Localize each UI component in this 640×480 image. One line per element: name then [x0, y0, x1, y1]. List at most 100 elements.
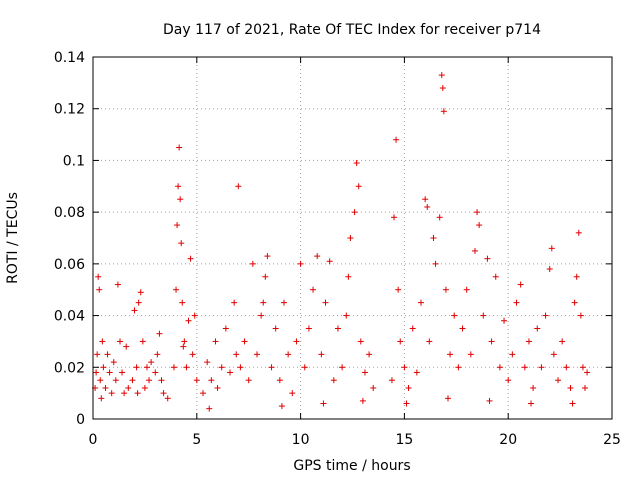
data-point	[96, 286, 103, 293]
data-point	[548, 245, 555, 252]
y-axis-label: ROTI / TECUs	[5, 192, 21, 284]
data-point	[436, 214, 443, 221]
data-point	[397, 338, 404, 345]
data-point	[254, 351, 261, 358]
data-point	[125, 384, 132, 391]
chart-title: Day 117 of 2021, Rate Of TEC Index for r…	[163, 22, 541, 38]
data-point	[176, 144, 183, 151]
data-point	[233, 351, 240, 358]
data-point	[137, 289, 144, 296]
data-point	[104, 351, 111, 358]
data-point	[353, 160, 360, 167]
data-point	[187, 255, 194, 262]
data-point	[318, 351, 325, 358]
data-point	[160, 390, 167, 397]
data-point	[93, 369, 100, 376]
data-point	[208, 377, 215, 384]
data-point	[577, 312, 584, 319]
data-point	[173, 286, 180, 293]
data-point	[339, 364, 346, 371]
y-tick-label: 0.12	[54, 102, 85, 118]
data-point	[388, 377, 395, 384]
data-point	[413, 369, 420, 376]
data-point	[447, 351, 454, 358]
data-point	[326, 258, 333, 265]
data-point	[542, 312, 549, 319]
data-point	[222, 325, 229, 332]
data-point	[538, 364, 545, 371]
x-tick-label: 25	[603, 432, 621, 448]
data-point	[212, 338, 219, 345]
x-tick-label: 20	[499, 432, 517, 448]
data-point	[438, 72, 445, 79]
data-point	[525, 338, 532, 345]
data-point	[260, 299, 267, 306]
data-point	[370, 384, 377, 391]
data-point	[439, 85, 446, 92]
data-point	[442, 286, 449, 293]
data-point	[569, 400, 576, 407]
data-point	[579, 364, 586, 371]
data-point	[204, 359, 211, 366]
data-point	[471, 247, 478, 254]
data-point	[206, 405, 213, 412]
data-point	[567, 384, 574, 391]
y-tick-label: 0.06	[54, 257, 85, 273]
data-point	[550, 351, 557, 358]
data-point	[272, 325, 279, 332]
data-point	[334, 325, 341, 332]
data-point	[177, 196, 184, 203]
data-point	[102, 384, 109, 391]
data-point	[517, 281, 524, 288]
data-point	[264, 253, 271, 260]
data-point	[235, 183, 242, 190]
data-point	[432, 260, 439, 267]
data-point	[330, 377, 337, 384]
data-point	[156, 330, 163, 337]
data-point	[534, 325, 541, 332]
data-point	[571, 299, 578, 306]
data-point	[174, 222, 181, 229]
data-point	[131, 307, 138, 314]
y-tick-label: 0.08	[54, 205, 85, 221]
data-point	[214, 384, 221, 391]
data-point	[100, 364, 107, 371]
data-point	[175, 183, 182, 190]
data-point	[276, 377, 283, 384]
data-point	[181, 338, 188, 345]
data-points	[92, 72, 591, 412]
data-point	[123, 343, 130, 350]
x-tick-label: 5	[192, 432, 201, 448]
y-tick-label: 0.14	[54, 50, 85, 66]
plot-frame	[92, 56, 613, 420]
data-point	[405, 384, 412, 391]
data-point	[218, 364, 225, 371]
data-point	[310, 286, 317, 293]
data-point	[440, 108, 447, 115]
x-tick-label: 15	[395, 432, 413, 448]
data-point	[575, 229, 582, 236]
data-point	[94, 351, 101, 358]
data-point	[573, 273, 580, 280]
x-tick-label: 10	[292, 432, 310, 448]
data-point	[584, 369, 591, 376]
data-point	[555, 377, 562, 384]
data-point	[114, 281, 121, 288]
data-point	[351, 209, 358, 216]
data-point	[189, 351, 196, 358]
data-point	[180, 343, 187, 350]
data-point	[237, 364, 244, 371]
data-point	[501, 317, 508, 324]
data-point	[509, 351, 516, 358]
data-point	[143, 364, 150, 371]
data-point	[148, 359, 155, 366]
data-point	[530, 384, 537, 391]
data-point	[112, 377, 119, 384]
data-point	[97, 377, 104, 384]
data-point	[141, 384, 148, 391]
data-point	[391, 214, 398, 221]
data-point	[314, 253, 321, 260]
data-point	[134, 390, 141, 397]
data-point	[463, 286, 470, 293]
